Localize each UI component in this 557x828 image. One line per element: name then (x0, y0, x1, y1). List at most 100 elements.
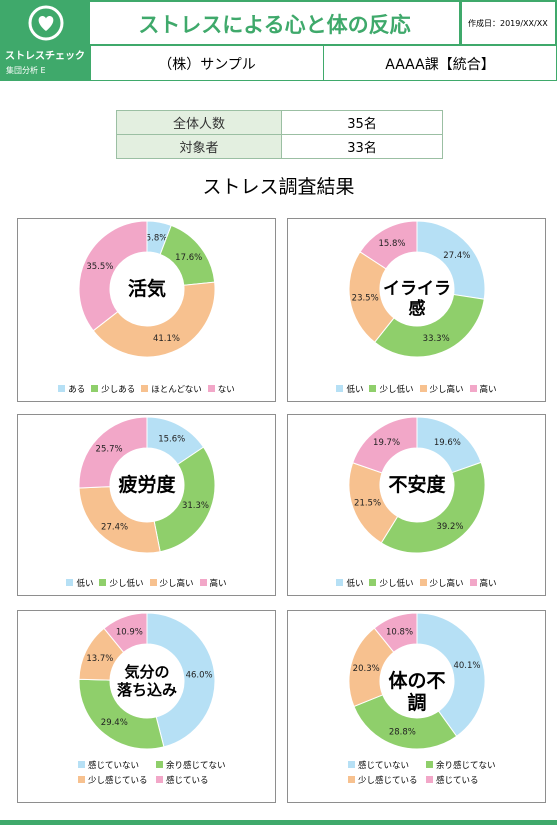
slice-value-label: 23.5% (352, 293, 379, 303)
legend-item: 高い (469, 383, 497, 395)
slice-value-label: 27.4% (443, 251, 470, 261)
donut-chart-irritation: 27.4% 33.3% 23.5% 15.8% (348, 220, 486, 358)
donut-chart-physical: 40.1% 28.8% 20.3% 10.8% (348, 612, 486, 750)
department-name: AAAA課【統合】 (385, 57, 495, 73)
legend-swatch (156, 761, 163, 768)
chart-center-title: 気分の 落ち込み (116, 663, 177, 699)
legend-swatch (91, 385, 99, 392)
slice-value-label: 27.4% (101, 522, 128, 532)
donut-slice (78, 220, 148, 332)
slice-value-label: 13.7% (86, 654, 113, 664)
chart-legend: 低い 少し低い 少し高い 高い (18, 577, 275, 589)
donut-slice (352, 416, 418, 474)
legend-swatch (66, 579, 74, 586)
chart-legend: ある 少しある ほとんどない ない (18, 383, 275, 395)
legend-item: 感じている (156, 774, 209, 786)
donut-chart-fatigue: 15.6% 31.3% 27.4% 25.7% (78, 416, 216, 554)
chart-panel-vigor: 5.8% 17.6% 41.1% 35.5% 活気 ある 少しある ほとんどない ない (17, 218, 276, 402)
slice-value-label: 29.4% (101, 718, 128, 728)
legend-item: 少し高い (149, 577, 194, 589)
legend-item: 少し高い (419, 383, 464, 395)
legend-item: 少しある (91, 383, 135, 395)
slice-value-label: 21.5% (354, 499, 381, 509)
legend-swatch (207, 385, 215, 392)
donut-chart-depression: 46.0% 29.4% 13.7% 10.9% (78, 612, 216, 750)
legend-item: 余り感じてない (426, 759, 496, 771)
donut-slice (416, 220, 486, 300)
legend-item: 少し感じている (348, 774, 418, 786)
legend-swatch (426, 761, 433, 768)
legend-item: 高い (199, 577, 227, 589)
footer-bar (0, 820, 557, 825)
slice-value-label: 25.7% (96, 445, 123, 455)
summary-value: 35名 (281, 110, 443, 135)
slice-value-label: 41.1% (153, 334, 180, 344)
legend-swatch (469, 385, 477, 392)
legend-item: 少し低い (369, 383, 414, 395)
legend-swatch (141, 385, 149, 392)
donut-chart-anxiety: 19.6% 39.2% 21.5% 19.7% (348, 416, 486, 554)
legend-item: 少し感じている (78, 774, 148, 786)
legend-swatch (156, 776, 163, 783)
slice-value-label: 28.8% (389, 727, 416, 737)
heart-logo-icon (28, 5, 64, 41)
donut-chart-vigor: 5.8% 17.6% 41.1% 35.5% (78, 220, 216, 358)
legend-item: 感じていない (78, 759, 139, 771)
legend-item: ある (58, 383, 85, 395)
chart-panel-physical: 40.1% 28.8% 20.3% 10.8% 体の不調感じていない 余り感じてない 少し感… (287, 610, 546, 803)
slice-value-label: 31.3% (182, 501, 209, 511)
legend-item: 少し低い (99, 577, 144, 589)
donut-slice (92, 281, 216, 358)
legend-item: 少し高い (419, 577, 464, 589)
donut-slice (359, 220, 418, 270)
table-row: 対象者 33名 (116, 134, 443, 159)
donut-slice (78, 678, 165, 750)
slice-value-label: 10.9% (116, 628, 143, 638)
chart-panel-irritation: 27.4% 33.3% 23.5% 15.8% イライラ感 低い 少し低い 少し高い 高い (287, 218, 546, 402)
logo-title: ストレスチェック (5, 51, 85, 62)
legend-item: 感じていない (348, 759, 409, 771)
legend-swatch (99, 579, 107, 586)
legend-swatch (419, 579, 427, 586)
created-date: 作成日：2019/XX/XX (468, 19, 548, 28)
legend-item: ほとんどない (141, 383, 202, 395)
chart-center-title: 不安度 (388, 473, 446, 496)
donut-slice (103, 612, 148, 654)
legend-swatch (336, 579, 344, 586)
legend-swatch (369, 579, 377, 586)
slice-value-label: 15.6% (158, 435, 185, 445)
title-box: ストレスによる心と体の反応 (90, 0, 461, 46)
legend-swatch (419, 385, 427, 392)
slice-value-label: 17.6% (175, 253, 202, 263)
legend-item: 高い (469, 577, 497, 589)
legend-item: 感じている (426, 774, 479, 786)
slice-value-label: 19.6% (434, 438, 461, 448)
org-divider (323, 46, 324, 80)
legend-swatch (78, 776, 85, 783)
chart-legend: 低い 少し低い 少し高い 高い (288, 577, 545, 589)
chart-panel-depression: 46.0% 29.4% 13.7% 10.9% 気分の 落ち込み 感じていない 余り感じてない… (17, 610, 276, 803)
table-row: 全体人数 35名 (116, 110, 443, 135)
chart-legend: 低い 少し低い 少し高い 高い (288, 383, 545, 395)
legend-swatch (469, 579, 477, 586)
legend-swatch (426, 776, 433, 783)
legend-swatch (348, 776, 355, 783)
donut-slice (78, 486, 161, 554)
legend-item: 低い (336, 577, 363, 589)
donut-slice (373, 612, 418, 653)
legend-item: ない (207, 383, 235, 395)
donut-slice (373, 293, 485, 358)
logo-block: ストレスチェック 集団分析 E (0, 0, 90, 81)
slice-value-label: 39.2% (436, 522, 463, 532)
summary-label: 対象者 (116, 134, 282, 159)
legend-swatch (348, 761, 355, 768)
slice-value-label: 33.3% (423, 334, 450, 344)
summary-value: 33名 (281, 134, 443, 159)
slice-value-label: 35.5% (86, 262, 113, 272)
legend-swatch (58, 385, 66, 392)
chart-panel-anxiety: 19.6% 39.2% 21.5% 19.7% 不安度 低い 少し低い 少し高い 高い (287, 414, 546, 596)
legend-item: 少し低い (369, 577, 414, 589)
chart-center-title: 体の不調 (388, 669, 446, 715)
legend-item: 低い (336, 383, 363, 395)
legend-swatch (336, 385, 344, 392)
